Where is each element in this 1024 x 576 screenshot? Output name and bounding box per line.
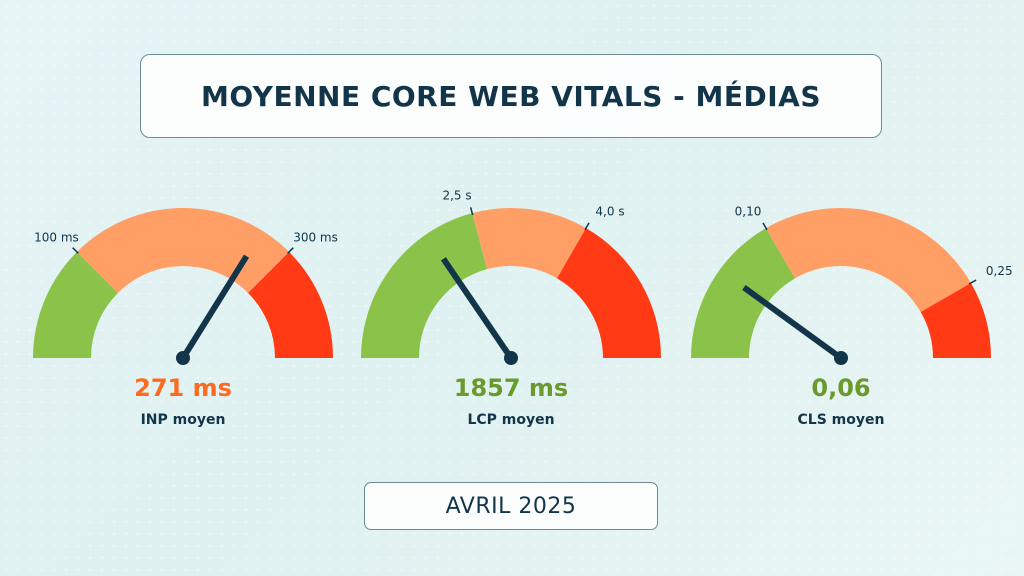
good-zone (361, 213, 488, 358)
period-box: AVRIL 2025 (364, 482, 658, 530)
needle-pivot (176, 351, 190, 365)
needs-improvement-zone (472, 208, 586, 279)
poor-zone (920, 283, 991, 358)
needs-improvement-zone (76, 208, 290, 293)
needle-pivot (834, 351, 848, 365)
poor-zone (248, 251, 333, 358)
page-title: MOYENNE CORE WEB VITALS - MÉDIAS (201, 79, 821, 113)
gauge-1: 2,5 s 4,0 s 1857 ms LCP moyen (361, 189, 661, 428)
gauge-needle (440, 257, 514, 360)
gauge-label: LCP moyen (467, 412, 554, 428)
threshold-tick (469, 207, 474, 216)
threshold-label: 300 ms (293, 230, 338, 244)
threshold-label: 100 ms (34, 230, 79, 244)
gauge-needle (180, 254, 250, 360)
title-box: MOYENNE CORE WEB VITALS - MÉDIAS (140, 54, 882, 138)
threshold-label: 2,5 s (442, 189, 471, 203)
gauge-0: 100 ms 300 ms 271 ms INP moyen (33, 208, 338, 428)
threshold-tick (72, 247, 79, 254)
threshold-tick (968, 279, 977, 285)
poor-zone (557, 228, 661, 358)
threshold-label: 0,25 (986, 264, 1013, 278)
threshold-tick (287, 247, 294, 254)
needs-improvement-zone (766, 208, 971, 312)
needle-pivot (504, 351, 518, 365)
good-zone (33, 251, 118, 358)
gauge-2: 0,10 0,25 0,06 CLS moyen (691, 205, 1013, 428)
threshold-label: 0,10 (735, 205, 762, 219)
gauge-needle (742, 285, 843, 361)
threshold-label: 4,0 s (595, 205, 624, 219)
threshold-tick (584, 222, 590, 231)
period-label: AVRIL 2025 (445, 493, 577, 519)
good-zone (691, 228, 795, 358)
gauge-value: 1857 ms (454, 374, 568, 402)
gauge-value: 0,06 (811, 374, 870, 402)
gauge-label: INP moyen (141, 412, 226, 428)
gauge-label: CLS moyen (798, 412, 885, 428)
gauge-value: 271 ms (134, 374, 232, 402)
threshold-tick (762, 222, 768, 231)
